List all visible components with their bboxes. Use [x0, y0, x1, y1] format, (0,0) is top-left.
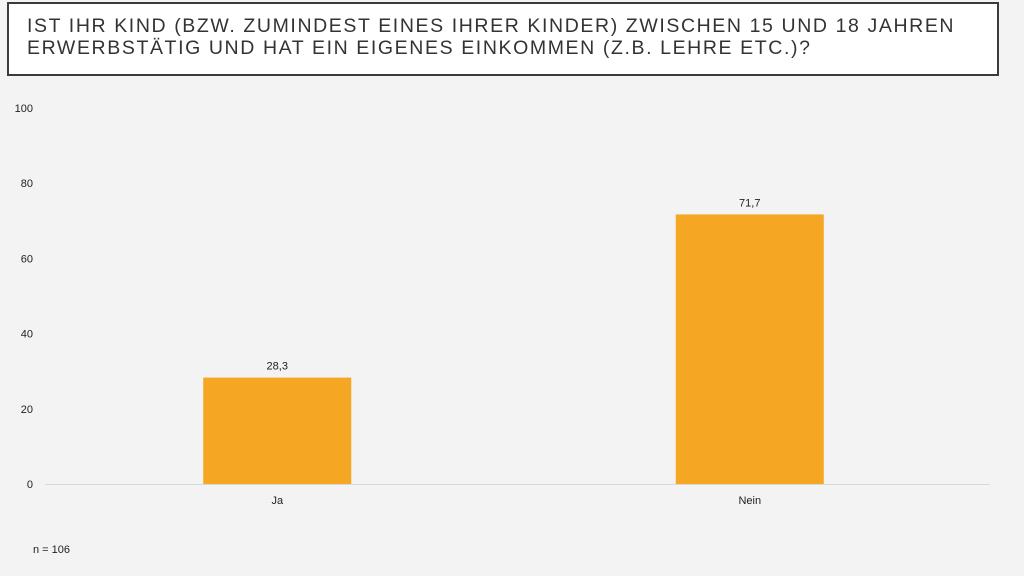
bar-nein	[675, 214, 824, 484]
bar-ja	[203, 377, 352, 484]
y-axis-ticks: 0 20 40 60 80 100	[15, 103, 33, 491]
y-tick-label: 100	[15, 103, 33, 115]
value-label-ja: 28,3	[267, 361, 288, 373]
bars	[203, 214, 824, 484]
y-tick-label: 80	[21, 178, 33, 190]
x-tick-label-nein: Nein	[738, 495, 761, 507]
value-labels: 28,3 71,7	[267, 197, 761, 372]
sample-size-note: n = 106	[33, 544, 71, 556]
title-box: Ist Ihr Kind (bzw. zumindest eines Ihrer…	[7, 2, 999, 76]
y-tick-label: 0	[27, 479, 33, 491]
value-label-nein: 71,7	[739, 197, 760, 209]
y-tick-label: 60	[21, 253, 33, 265]
y-tick-label: 20	[21, 404, 33, 416]
y-tick-label: 40	[21, 329, 33, 341]
x-tick-label-ja: Ja	[271, 495, 284, 507]
x-axis-labels: Ja Nein	[271, 495, 761, 507]
page-title: Ist Ihr Kind (bzw. zumindest eines Ihrer…	[27, 15, 956, 59]
